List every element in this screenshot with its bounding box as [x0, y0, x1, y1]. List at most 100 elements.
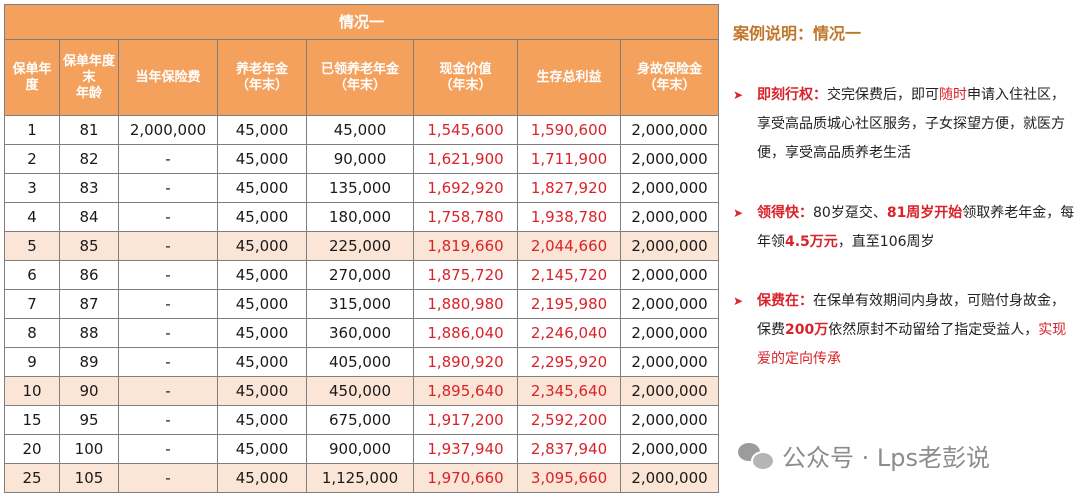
- highlight-text: 随时: [939, 87, 967, 103]
- table-cell: 45,000: [217, 376, 307, 406]
- highlight-text: 实现爱的定向传承: [757, 322, 1067, 367]
- table-cell: -: [118, 289, 218, 319]
- table-row: 2 82-45,000 90,000 1,621,900 1,711,900 2,000,…: [4, 144, 720, 174]
- body-text: 80岁趸交、: [813, 205, 887, 221]
- table-cell: 1: [4, 115, 60, 145]
- table-cell: 405,000: [306, 347, 414, 377]
- table-cell: 2,000,000: [619, 347, 720, 377]
- table-cell: -: [118, 318, 218, 348]
- table-cell: 1,917,200: [413, 405, 518, 435]
- table-cell: 8: [4, 318, 60, 348]
- watermark: 公众号 · Lps老彭说: [738, 438, 990, 473]
- column-header-line: （年末）: [235, 77, 288, 93]
- table-cell: 675,000: [306, 405, 414, 435]
- table-cell: 1,895,640: [413, 376, 518, 406]
- table-cell: 83: [59, 173, 119, 203]
- table-cell: 2,295,920: [517, 347, 621, 377]
- table-cell: 2,345,640: [517, 376, 621, 406]
- table-row: 10 90-45,000 450,000 1,895,640 2,345,640 2,00…: [4, 376, 720, 406]
- arrow-icon: ➤: [733, 88, 744, 102]
- table-cell: 20: [4, 434, 60, 464]
- table-cell: 270,000: [306, 260, 414, 290]
- column-header-line: 现金价值: [439, 61, 492, 77]
- table-cell: -: [118, 347, 218, 377]
- case-panel: 案例说明：情况一 ➤ 即刻行权：交完保费后，即可随时申请入住社区，享受高品质城心…: [733, 0, 1078, 499]
- table-row: 9 89-45,000 405,000 1,890,920 2,295,920 2,000…: [4, 347, 720, 377]
- column-header: 当年保险费: [118, 39, 218, 116]
- table-cell: 2,000,000: [118, 115, 218, 145]
- column-header-line: （年末）: [643, 77, 696, 93]
- table-cell: 84: [59, 202, 119, 232]
- case-point-premium: ➤ 保费在：在保单有效期间内身故，可赔付身故金，保费200万依然原封不动留给了指…: [733, 287, 1078, 374]
- column-header: 保单年度: [4, 39, 60, 116]
- table-cell: 1,621,900: [413, 144, 518, 174]
- keyword-text: 81周岁开始: [886, 205, 963, 221]
- column-header-line: 保单年: [12, 61, 52, 77]
- table-cell: -: [118, 434, 218, 464]
- body-text: 领取养老年金，每年领: [757, 205, 1075, 250]
- table-cell: 1,545,600: [413, 115, 518, 145]
- table-cell: 86: [59, 260, 119, 290]
- table-row: 1 81 2,000,000 45,000 45,000 1,545,600 1,590,6…: [4, 115, 720, 145]
- table-row: 15 95-45,000 675,000 1,917,200 2,592,200 2,00…: [4, 405, 720, 435]
- table-cell: 45,000: [217, 231, 307, 261]
- table-cell: 1,970,660: [413, 463, 518, 493]
- table-cell: 100: [59, 434, 119, 464]
- table-cell: 81: [59, 115, 119, 145]
- column-header-line: （年末）: [333, 77, 386, 93]
- watermark-text: 公众号 · Lps老彭说: [782, 444, 990, 472]
- column-header-line: 已领养老年金: [320, 61, 399, 77]
- column-header: 现金价值 （年末）: [413, 39, 518, 116]
- case-title: 案例说明：情况一: [733, 24, 862, 43]
- table-cell: 1,875,720: [413, 260, 518, 290]
- column-header-line: 当年保险费: [135, 69, 201, 85]
- table-cell: 2,592,200: [517, 405, 621, 435]
- column-header: 养老年金 （年末）: [217, 39, 307, 116]
- table-cell: 1,692,920: [413, 173, 518, 203]
- table-cell: -: [118, 144, 218, 174]
- table-row: 3 83-45,000 135,000 1,692,920 1,827,920 2,000…: [4, 173, 720, 203]
- body-text: ，直至106周岁: [837, 234, 935, 250]
- table-cell: 10: [4, 376, 60, 406]
- table-cell: 1,937,940: [413, 434, 518, 464]
- column-header-line: 保单年度: [62, 53, 115, 69]
- table-cell: 45,000: [217, 405, 307, 435]
- table-cell: 45,000: [217, 144, 307, 174]
- keyword-text: 即刻行权：: [757, 87, 827, 103]
- table-cell: 45,000: [217, 463, 307, 493]
- table-cell: 1,590,600: [517, 115, 621, 145]
- table-cell: 45,000: [306, 115, 414, 145]
- keyword-text: 200万: [785, 322, 829, 338]
- keyword-text: 保费在：: [757, 293, 813, 309]
- table-cell: 1,125,000: [306, 463, 414, 493]
- table-cell: 88: [59, 318, 119, 348]
- table-cell: 1,938,780: [517, 202, 621, 232]
- table-row: 25 105-45,000 1,125,000 1,970,660 3,095,660 2…: [4, 463, 720, 493]
- table-cell: 1,827,920: [517, 173, 621, 203]
- case-point-immediate: ➤ 即刻行权：交完保费后，即可随时申请入住社区，享受高品质城心社区服务，子女探望…: [733, 81, 1078, 168]
- body-text: 交完保费后，即可: [827, 87, 939, 103]
- table-row: 4 84-45,000 180,000 1,758,780 1,938,780 2,000…: [4, 202, 720, 232]
- column-header: 已领养老年金 （年末）: [306, 39, 414, 116]
- table-cell: -: [118, 463, 218, 493]
- table-cell: 2,000,000: [619, 434, 720, 464]
- table-cell: 1,819,660: [413, 231, 518, 261]
- table-row: 20 100-45,000 900,000 1,937,940 2,837,940 2,0…: [4, 434, 720, 464]
- table-cell: 45,000: [217, 289, 307, 319]
- table-row: 8 88-45,000 360,000 1,886,040 2,246,040 2,000…: [4, 318, 720, 348]
- table-cell: 9: [4, 347, 60, 377]
- table-cell: 5: [4, 231, 60, 261]
- table-cell: 2,000,000: [619, 318, 720, 348]
- wechat-icon: [738, 441, 775, 471]
- body-text: 在保单有效期间内身故，可赔付身故金，保费: [757, 293, 1065, 338]
- table-cell: 45,000: [217, 173, 307, 203]
- arrow-icon: ➤: [733, 294, 744, 308]
- table-cell: 89: [59, 347, 119, 377]
- column-header-line: 度: [25, 77, 39, 93]
- column-header-line: 年龄: [75, 85, 102, 101]
- table-cell: 2,000,000: [619, 231, 720, 261]
- table-cell: 7: [4, 289, 60, 319]
- table-cell: 45,000: [217, 347, 307, 377]
- keyword-text: 4.5万元: [785, 234, 838, 250]
- column-header-row: 保单年度保单年度末年龄 当年保险费 养老年金 （年末） 已领养老年金 （年末） 现金价值 （年…: [4, 39, 720, 116]
